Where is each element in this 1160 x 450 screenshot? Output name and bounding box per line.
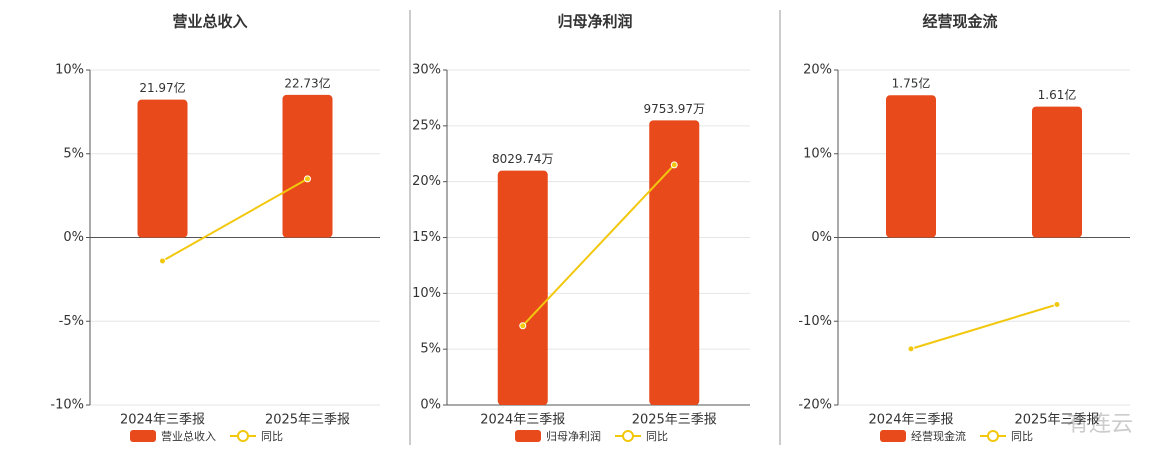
- y-tick-label: 30%: [412, 63, 441, 78]
- y-tick-label: 10%: [55, 63, 84, 78]
- legend-swatch: [880, 430, 906, 442]
- legend-swatch: [515, 430, 541, 442]
- legend-item: 归母净利润: [515, 429, 601, 443]
- y-tick-label: 0%: [63, 230, 84, 245]
- legend-label: 同比: [646, 430, 668, 443]
- value-label: 9753.97万: [643, 102, 705, 116]
- y-tick-label: 15%: [412, 230, 441, 245]
- line: [910, 303, 1058, 350]
- y-tick-label: 20%: [412, 174, 441, 189]
- marker: [907, 345, 915, 353]
- x-tick-label: 2025年三季报: [1014, 413, 1099, 428]
- line: [162, 178, 308, 262]
- bar: [137, 99, 188, 238]
- bar: [649, 120, 700, 405]
- marker: [304, 175, 311, 183]
- y-tick-label: 10%: [412, 286, 441, 301]
- x-tick-label: 2025年三季报: [265, 413, 350, 428]
- value-label: 8029.74万: [492, 152, 554, 166]
- y-tick-label: 10%: [803, 146, 832, 161]
- value-label: 21.97亿: [139, 80, 185, 95]
- chart-title: 营业总收入: [172, 13, 247, 31]
- legend-swatch: [622, 430, 634, 442]
- legend-label: 同比: [261, 430, 283, 443]
- y-tick-label: 0%: [811, 230, 832, 245]
- value-label: 22.73亿: [284, 75, 330, 90]
- y-tick-label: -20%: [798, 398, 832, 413]
- legend-item: 营业总收入: [130, 429, 216, 443]
- legend-swatch: [130, 430, 156, 442]
- legend-label: 归母净利润: [546, 429, 601, 443]
- bar: [1032, 106, 1082, 238]
- marker: [670, 161, 678, 169]
- y-tick-label: 5%: [420, 342, 441, 357]
- watermark: 有连云: [1067, 412, 1133, 437]
- legend-item: 同比: [230, 430, 283, 443]
- legend-swatch: [987, 430, 999, 442]
- x-tick-label: 2024年三季报: [868, 413, 953, 428]
- line: [522, 164, 675, 327]
- legend-item: 经营现金流: [880, 429, 966, 443]
- value-label: 1.61亿: [1038, 87, 1077, 102]
- marker: [1053, 301, 1061, 308]
- marker: [519, 322, 527, 330]
- legend-item: 同比: [615, 430, 668, 443]
- bar: [886, 95, 936, 238]
- chart-title: 经营现金流: [922, 13, 997, 31]
- legend-swatch: [237, 430, 249, 442]
- y-tick-label: -10%: [798, 314, 832, 329]
- x-tick-label: 2025年三季报: [632, 413, 717, 428]
- legend-label: 营业总收入: [161, 429, 216, 443]
- legend-item: 同比: [980, 430, 1033, 443]
- value-label: 1.75亿: [892, 76, 931, 91]
- legend-label: 经营现金流: [911, 429, 966, 443]
- bar: [497, 170, 548, 405]
- bar: [282, 94, 333, 238]
- y-tick-label: 5%: [63, 146, 84, 161]
- y-tick-label: -5%: [59, 314, 84, 329]
- chart-title: 归母净利润: [557, 13, 632, 31]
- y-tick-label: 20%: [803, 63, 832, 78]
- x-tick-label: 2024年三季报: [120, 413, 205, 428]
- y-tick-label: 0%: [420, 398, 441, 413]
- x-tick-label: 2024年三季报: [480, 413, 565, 428]
- y-tick-label: 25%: [412, 118, 441, 133]
- marker: [159, 257, 166, 265]
- y-tick-label: -10%: [50, 398, 84, 413]
- legend-label: 同比: [1011, 430, 1033, 443]
